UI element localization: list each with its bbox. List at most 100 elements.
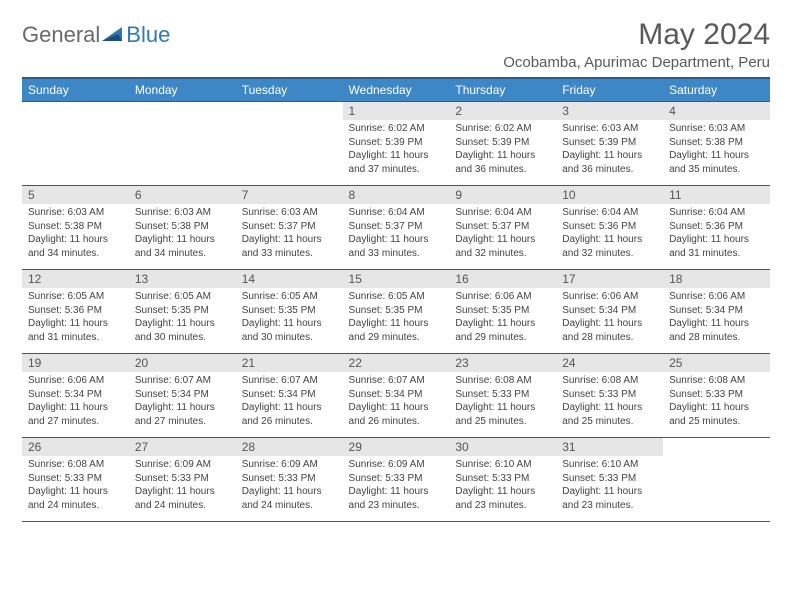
day-data: Sunrise: 6:07 AMSunset: 5:34 PMDaylight:… <box>343 372 450 432</box>
calendar-cell: 25Sunrise: 6:08 AMSunset: 5:33 PMDayligh… <box>663 354 770 438</box>
day-line-ss: Sunset: 5:34 PM <box>135 388 230 402</box>
calendar-cell: 15Sunrise: 6:05 AMSunset: 5:35 PMDayligh… <box>343 270 450 354</box>
day-line-sr: Sunrise: 6:08 AM <box>669 374 764 388</box>
day-data: Sunrise: 6:06 AMSunset: 5:34 PMDaylight:… <box>663 288 770 348</box>
day-line-ss: Sunset: 5:36 PM <box>28 304 123 318</box>
day-number: 29 <box>343 438 450 456</box>
day-line-ss: Sunset: 5:35 PM <box>135 304 230 318</box>
day-data: Sunrise: 6:05 AMSunset: 5:35 PMDaylight:… <box>236 288 343 348</box>
day-line-ss: Sunset: 5:33 PM <box>562 388 657 402</box>
day-data: Sunrise: 6:03 AMSunset: 5:38 PMDaylight:… <box>22 204 129 264</box>
weekday-header: Monday <box>129 78 236 102</box>
triangle-icon <box>102 24 124 47</box>
day-line-dl1: Daylight: 11 hours <box>28 233 123 247</box>
calendar-week: 26Sunrise: 6:08 AMSunset: 5:33 PMDayligh… <box>22 438 770 522</box>
calendar-cell: 11Sunrise: 6:04 AMSunset: 5:36 PMDayligh… <box>663 186 770 270</box>
day-line-dl2: and 28 minutes. <box>669 331 764 345</box>
day-number: 8 <box>343 186 450 204</box>
day-data: Sunrise: 6:09 AMSunset: 5:33 PMDaylight:… <box>129 456 236 516</box>
day-line-dl2: and 34 minutes. <box>135 247 230 261</box>
day-data: Sunrise: 6:02 AMSunset: 5:39 PMDaylight:… <box>449 120 556 180</box>
day-line-ss: Sunset: 5:33 PM <box>135 472 230 486</box>
day-line-ss: Sunset: 5:33 PM <box>242 472 337 486</box>
day-line-dl1: Daylight: 11 hours <box>562 317 657 331</box>
day-number: 21 <box>236 354 343 372</box>
calendar-cell: 12Sunrise: 6:05 AMSunset: 5:36 PMDayligh… <box>22 270 129 354</box>
month-title: May 2024 <box>503 18 770 52</box>
header: General Blue May 2024 Ocobamba, Apurimac… <box>22 18 770 71</box>
day-line-ss: Sunset: 5:33 PM <box>669 388 764 402</box>
day-line-dl2: and 33 minutes. <box>242 247 337 261</box>
day-data: Sunrise: 6:03 AMSunset: 5:37 PMDaylight:… <box>236 204 343 264</box>
day-line-sr: Sunrise: 6:05 AM <box>349 290 444 304</box>
day-line-sr: Sunrise: 6:09 AM <box>242 458 337 472</box>
day-number: 9 <box>449 186 556 204</box>
day-number: 31 <box>556 438 663 456</box>
day-number: 1 <box>343 102 450 120</box>
weekday-header: Tuesday <box>236 78 343 102</box>
day-line-dl1: Daylight: 11 hours <box>455 485 550 499</box>
day-number: 27 <box>129 438 236 456</box>
day-line-dl1: Daylight: 11 hours <box>669 233 764 247</box>
calendar-cell: 23Sunrise: 6:08 AMSunset: 5:33 PMDayligh… <box>449 354 556 438</box>
day-line-dl2: and 25 minutes. <box>455 415 550 429</box>
day-line-dl2: and 23 minutes. <box>455 499 550 513</box>
day-line-dl2: and 26 minutes. <box>349 415 444 429</box>
day-number: 25 <box>663 354 770 372</box>
day-line-dl2: and 30 minutes. <box>135 331 230 345</box>
day-line-dl1: Daylight: 11 hours <box>562 149 657 163</box>
day-data: Sunrise: 6:05 AMSunset: 5:36 PMDaylight:… <box>22 288 129 348</box>
day-line-dl2: and 33 minutes. <box>349 247 444 261</box>
day-line-sr: Sunrise: 6:09 AM <box>349 458 444 472</box>
day-data: Sunrise: 6:07 AMSunset: 5:34 PMDaylight:… <box>129 372 236 432</box>
day-data: Sunrise: 6:05 AMSunset: 5:35 PMDaylight:… <box>129 288 236 348</box>
calendar-cell: 19Sunrise: 6:06 AMSunset: 5:34 PMDayligh… <box>22 354 129 438</box>
day-line-sr: Sunrise: 6:05 AM <box>242 290 337 304</box>
day-data: Sunrise: 6:03 AMSunset: 5:38 PMDaylight:… <box>663 120 770 180</box>
calendar-cell: 3Sunrise: 6:03 AMSunset: 5:39 PMDaylight… <box>556 102 663 186</box>
day-data: Sunrise: 6:05 AMSunset: 5:35 PMDaylight:… <box>343 288 450 348</box>
day-data: Sunrise: 6:02 AMSunset: 5:39 PMDaylight:… <box>343 120 450 180</box>
day-data: Sunrise: 6:07 AMSunset: 5:34 PMDaylight:… <box>236 372 343 432</box>
day-line-dl1: Daylight: 11 hours <box>455 317 550 331</box>
day-line-ss: Sunset: 5:39 PM <box>349 136 444 150</box>
day-line-dl2: and 27 minutes. <box>28 415 123 429</box>
calendar-cell: 7Sunrise: 6:03 AMSunset: 5:37 PMDaylight… <box>236 186 343 270</box>
day-number: 7 <box>236 186 343 204</box>
calendar-cell: 18Sunrise: 6:06 AMSunset: 5:34 PMDayligh… <box>663 270 770 354</box>
calendar-cell: 24Sunrise: 6:08 AMSunset: 5:33 PMDayligh… <box>556 354 663 438</box>
day-line-dl2: and 30 minutes. <box>242 331 337 345</box>
weekday-header: Friday <box>556 78 663 102</box>
day-line-sr: Sunrise: 6:02 AM <box>349 122 444 136</box>
day-line-dl1: Daylight: 11 hours <box>135 485 230 499</box>
day-number: 10 <box>556 186 663 204</box>
day-line-ss: Sunset: 5:34 PM <box>28 388 123 402</box>
day-data: Sunrise: 6:08 AMSunset: 5:33 PMDaylight:… <box>663 372 770 432</box>
day-line-ss: Sunset: 5:35 PM <box>242 304 337 318</box>
day-line-sr: Sunrise: 6:05 AM <box>135 290 230 304</box>
day-line-sr: Sunrise: 6:03 AM <box>135 206 230 220</box>
logo-text-general: General <box>22 22 100 48</box>
day-line-dl2: and 36 minutes. <box>455 163 550 177</box>
day-number: 12 <box>22 270 129 288</box>
calendar-cell: 4Sunrise: 6:03 AMSunset: 5:38 PMDaylight… <box>663 102 770 186</box>
day-line-dl1: Daylight: 11 hours <box>349 149 444 163</box>
calendar-cell <box>22 102 129 186</box>
day-data: Sunrise: 6:09 AMSunset: 5:33 PMDaylight:… <box>236 456 343 516</box>
day-line-dl2: and 29 minutes. <box>349 331 444 345</box>
day-line-sr: Sunrise: 6:05 AM <box>28 290 123 304</box>
day-line-sr: Sunrise: 6:04 AM <box>455 206 550 220</box>
day-line-dl2: and 31 minutes. <box>669 247 764 261</box>
day-number: 17 <box>556 270 663 288</box>
day-line-sr: Sunrise: 6:07 AM <box>242 374 337 388</box>
day-data: Sunrise: 6:08 AMSunset: 5:33 PMDaylight:… <box>449 372 556 432</box>
calendar-cell: 31Sunrise: 6:10 AMSunset: 5:33 PMDayligh… <box>556 438 663 522</box>
day-data: Sunrise: 6:06 AMSunset: 5:34 PMDaylight:… <box>22 372 129 432</box>
day-line-dl1: Daylight: 11 hours <box>242 233 337 247</box>
calendar-cell: 14Sunrise: 6:05 AMSunset: 5:35 PMDayligh… <box>236 270 343 354</box>
day-line-ss: Sunset: 5:37 PM <box>455 220 550 234</box>
day-line-sr: Sunrise: 6:04 AM <box>669 206 764 220</box>
calendar-body: 1Sunrise: 6:02 AMSunset: 5:39 PMDaylight… <box>22 102 770 522</box>
day-line-ss: Sunset: 5:35 PM <box>349 304 444 318</box>
day-line-dl1: Daylight: 11 hours <box>242 401 337 415</box>
